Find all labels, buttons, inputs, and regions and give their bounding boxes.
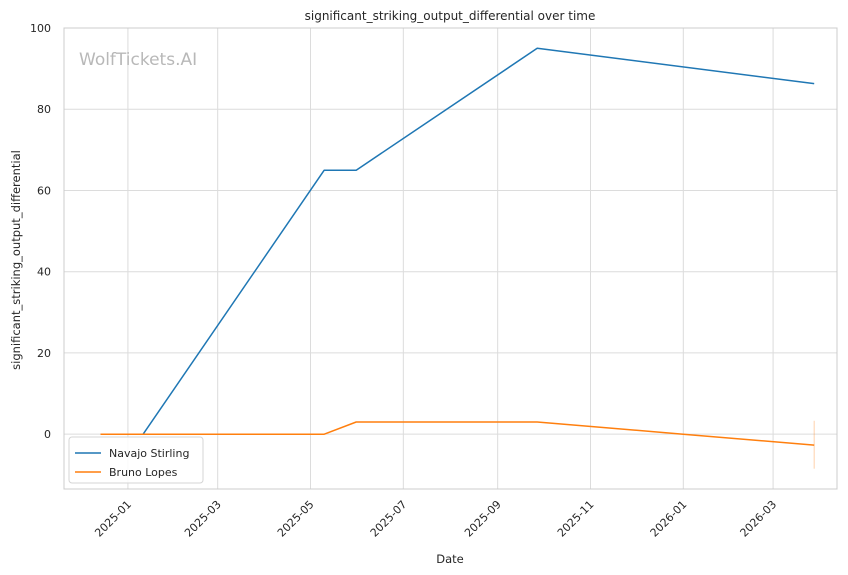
x-tick-label: 2026-03 [738,498,780,540]
y-tick-labels: 0 20 40 60 80 100 [30,22,51,441]
grid [64,27,837,489]
x-tick-label: 2025-07 [368,498,410,540]
x-tick-label: 2025-05 [275,498,317,540]
y-tick-label: 20 [37,347,51,360]
x-tick-label: 2026-01 [648,498,690,540]
y-tick-label: 40 [37,266,51,279]
x-tick-label: 2025-01 [92,498,134,540]
legend: Navajo Stirling Bruno Lopes [68,436,204,484]
x-tick-label: 2025-11 [555,498,597,540]
plot-frame [63,27,838,490]
y-tick-label: 60 [37,184,51,197]
x-tick-label: 2025-09 [462,498,504,540]
series-line-navajo-stirling [100,47,815,435]
x-tick-labels: 2025-01 2025-03 2025-05 2025-07 2025-09 2025-… [92,498,779,540]
y-tick-label: 100 [30,22,51,35]
legend-box [68,436,204,484]
series-line-bruno-lopes [100,421,815,446]
watermark: WolfTickets.AI [79,50,197,70]
legend-label-bruno-lopes: Bruno Lopes [109,466,178,479]
chart-title: significant_striking_output_differential… [305,9,596,23]
legend-label-navajo-stirling: Navajo Stirling [109,447,189,460]
y-tick-label: 0 [44,428,51,441]
x-axis-label: Date [436,552,464,566]
x-tick-label: 2025-03 [182,498,224,540]
y-axis-label: significant_striking_output_differential [9,150,23,370]
series-layer [100,47,815,469]
y-tick-label: 80 [37,103,51,116]
